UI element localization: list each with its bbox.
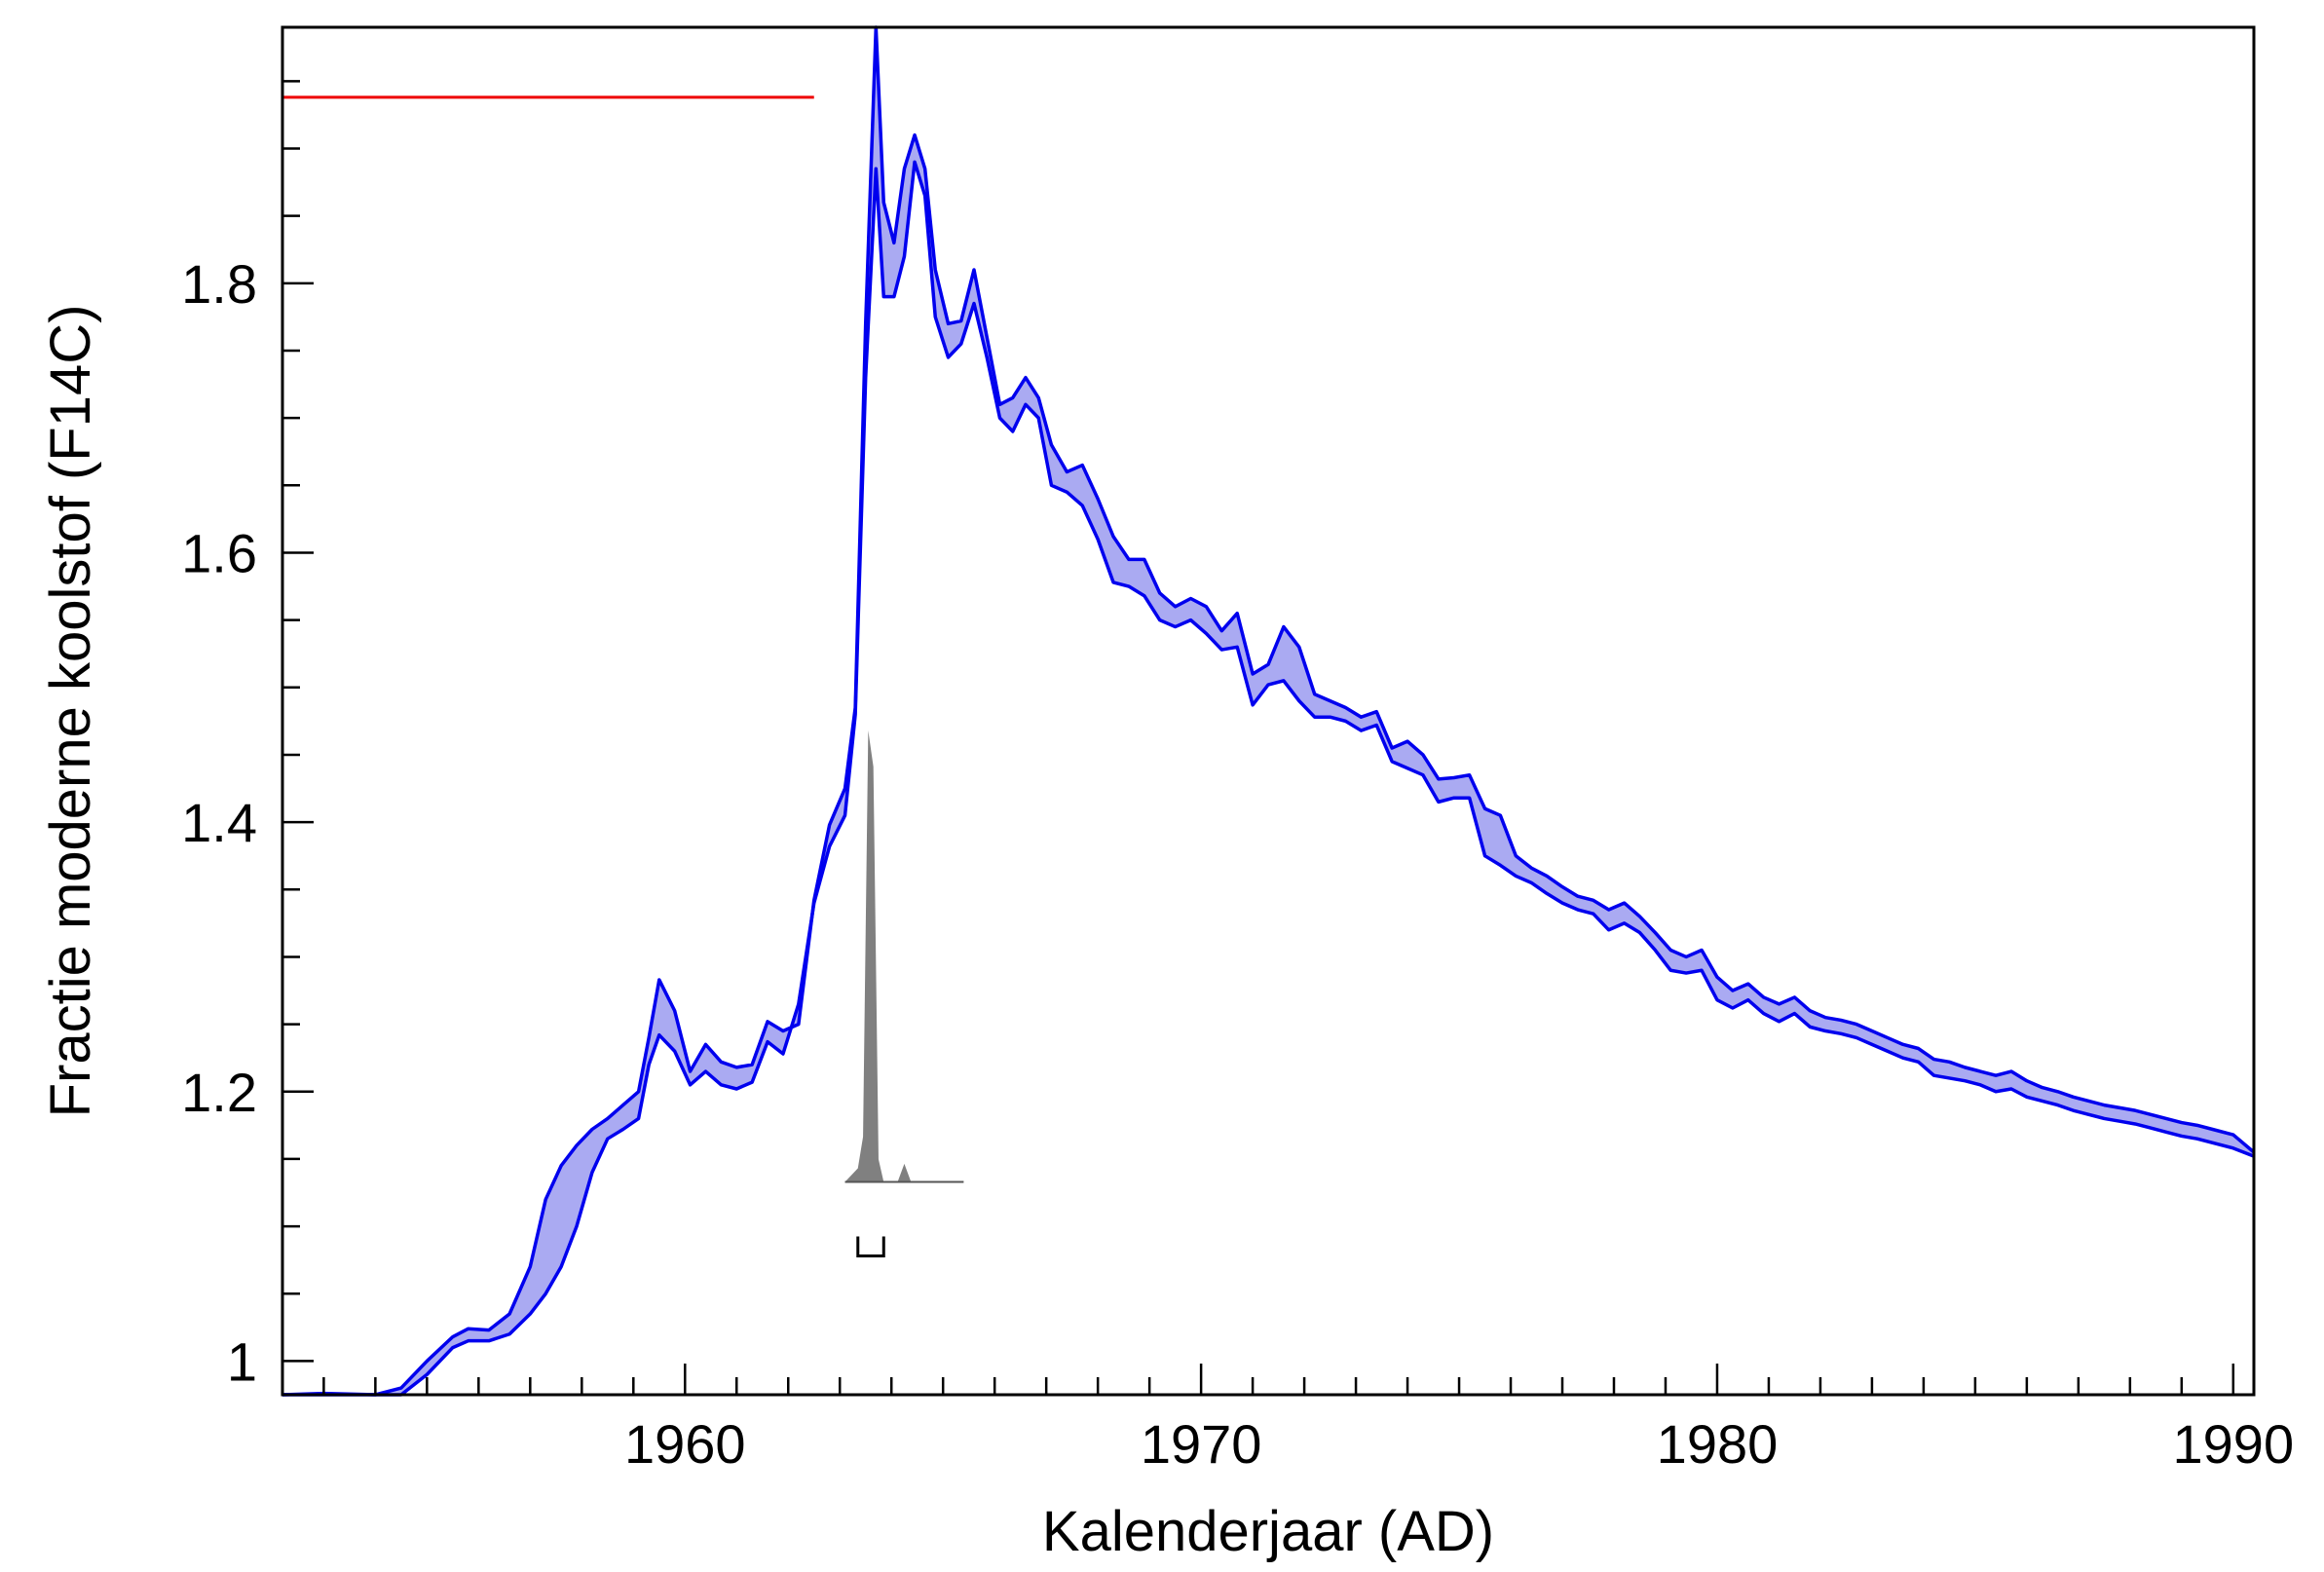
calibration-band-layer — [281, 25, 2256, 1397]
y-axis: 1 1.2 1.4 1.6 1.8 — [181, 80, 314, 1392]
y-tick-label: 1.8 — [181, 253, 257, 315]
x-axis-title: Kalenderjaar (AD) — [1042, 1500, 1494, 1563]
x-axis: 1960 1970 1980 1990 — [322, 1364, 2295, 1475]
plot-frame — [281, 25, 2256, 1397]
band-upper-line — [281, 25, 2256, 1397]
annotation-layer — [282, 95, 964, 1258]
y-tick-label: 1.6 — [181, 522, 257, 583]
x-tick-label: 1960 — [624, 1413, 746, 1475]
calibrated-distribution — [844, 730, 964, 1182]
x-tick-label: 1980 — [1657, 1413, 1779, 1475]
range-bracket — [856, 1236, 885, 1258]
x-tick-label: 1970 — [1141, 1413, 1262, 1475]
y-tick-label: 1 — [227, 1330, 257, 1392]
calibration-band-fill — [282, 27, 2254, 1395]
x-tick-label: 1990 — [2173, 1413, 2295, 1475]
y-axis-title: Fractie moderne koolstof (F14C) — [39, 305, 102, 1118]
y-tick-label: 1.4 — [181, 792, 257, 853]
y-tick-label: 1.2 — [181, 1062, 257, 1123]
band-lower-line — [282, 160, 2255, 1397]
